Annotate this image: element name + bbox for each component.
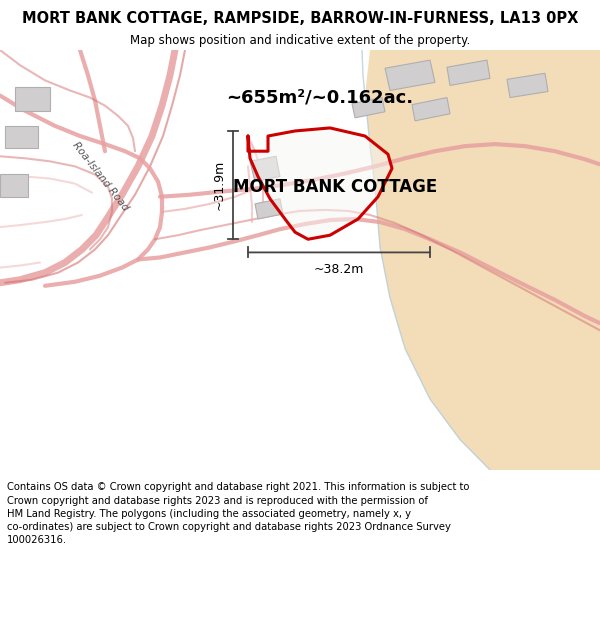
Text: ~655m²/~0.162ac.: ~655m²/~0.162ac. xyxy=(226,89,413,107)
Polygon shape xyxy=(5,126,38,148)
Polygon shape xyxy=(250,156,280,182)
Polygon shape xyxy=(255,199,283,219)
Text: Contains OS data © Crown copyright and database right 2021. This information is : Contains OS data © Crown copyright and d… xyxy=(7,482,470,545)
Polygon shape xyxy=(447,60,490,86)
Text: MORT BANK COTTAGE: MORT BANK COTTAGE xyxy=(233,177,437,196)
Text: Roa-Island Road: Roa-Island Road xyxy=(70,140,130,213)
Polygon shape xyxy=(352,98,385,118)
Polygon shape xyxy=(507,73,548,98)
Polygon shape xyxy=(0,174,28,197)
Text: Map shows position and indicative extent of the property.: Map shows position and indicative extent… xyxy=(130,34,470,47)
Text: ~31.9m: ~31.9m xyxy=(213,160,226,210)
Polygon shape xyxy=(365,50,600,470)
Text: ~38.2m: ~38.2m xyxy=(314,262,364,276)
Polygon shape xyxy=(15,88,50,111)
Polygon shape xyxy=(248,128,392,239)
Polygon shape xyxy=(385,60,435,91)
Polygon shape xyxy=(412,98,450,121)
Text: MORT BANK COTTAGE, RAMPSIDE, BARROW-IN-FURNESS, LA13 0PX: MORT BANK COTTAGE, RAMPSIDE, BARROW-IN-F… xyxy=(22,11,578,26)
